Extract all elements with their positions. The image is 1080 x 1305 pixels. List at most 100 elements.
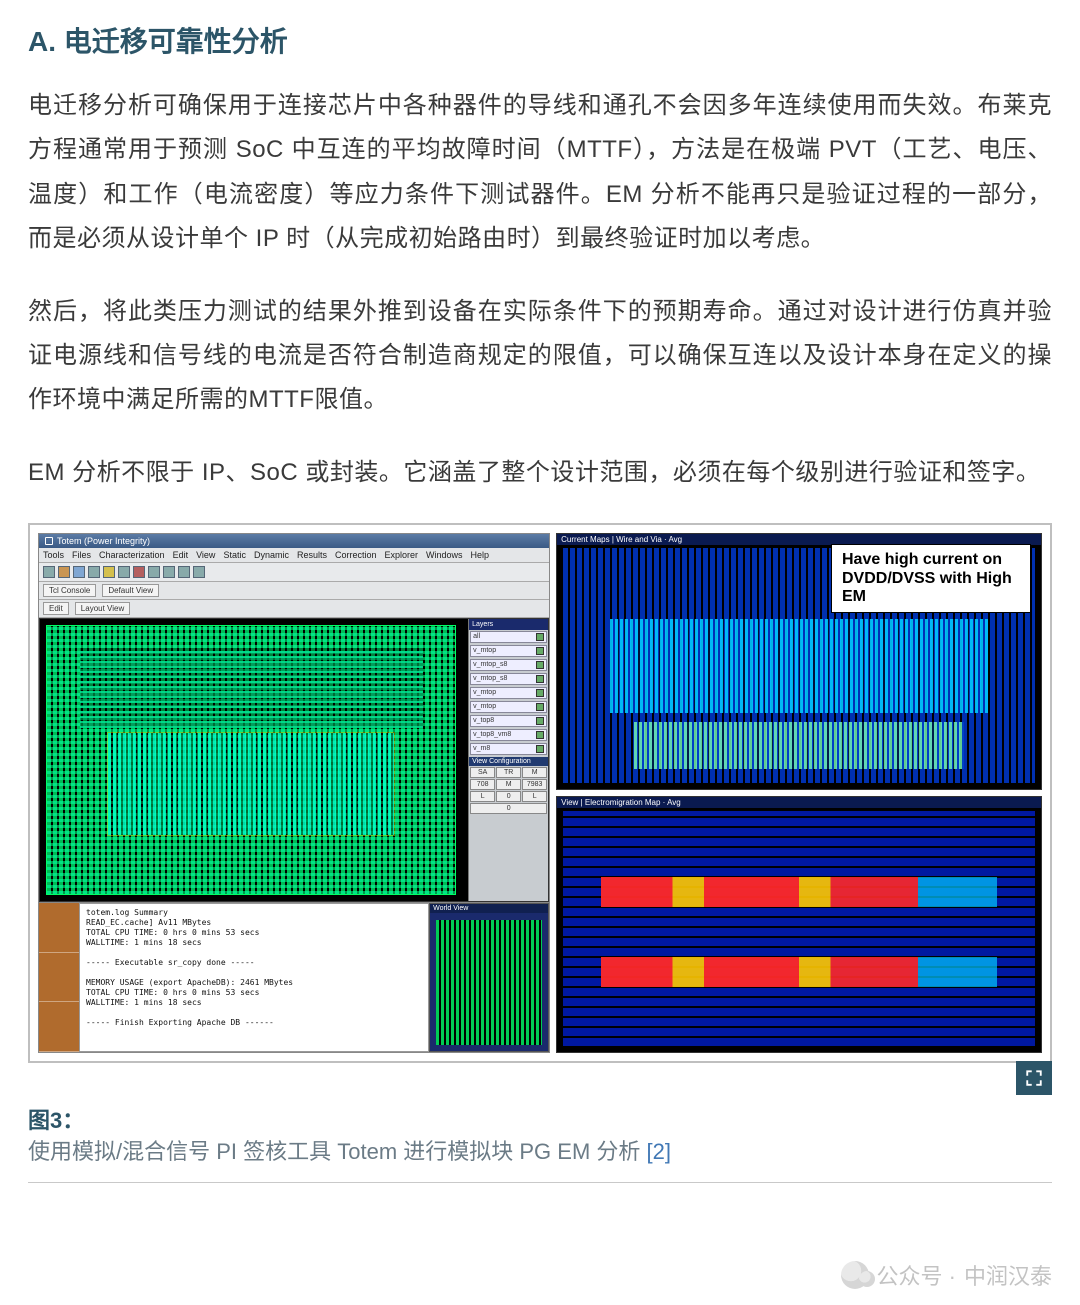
layers-header: Layers (469, 619, 548, 630)
layer-row[interactable]: v_top8 (470, 715, 547, 727)
toolbar-icon[interactable] (58, 566, 70, 578)
menu-item[interactable]: Tools (43, 550, 64, 560)
layer-swatch-icon (536, 633, 544, 641)
fullscreen-icon[interactable] (1016, 1061, 1052, 1095)
world-view-panel: World View (429, 903, 549, 1052)
side-tab[interactable] (39, 1002, 79, 1052)
console-side-tabs (39, 903, 79, 1052)
em-high-band (601, 877, 997, 907)
menu-item[interactable]: Explorer (385, 550, 419, 560)
layer-row[interactable]: v_m8 (470, 743, 547, 755)
layer-row[interactable]: v_mtop (470, 687, 547, 699)
app-menubar[interactable]: Tools Files Characterization Edit View S… (39, 548, 549, 563)
toolbar-icon[interactable] (73, 566, 85, 578)
tab[interactable]: Default View (102, 584, 159, 597)
window-control-icon (45, 537, 53, 545)
layer-row[interactable]: all (470, 631, 547, 643)
config-button[interactable]: L (470, 791, 495, 802)
caption-label: 图3： (28, 1103, 1052, 1135)
config-button[interactable]: 708 (470, 779, 495, 790)
config-button[interactable]: L (522, 791, 547, 802)
layer-swatch-icon (536, 675, 544, 683)
menu-item[interactable]: Files (72, 550, 91, 560)
toolbar-icon[interactable] (103, 566, 115, 578)
menu-item[interactable]: Edit (173, 550, 189, 560)
current-map-panel: Current Maps | Wire and Via · Avg Have h… (556, 533, 1042, 790)
config-button[interactable]: 0 (470, 803, 547, 814)
chip-routing-render (46, 625, 456, 895)
tab[interactable]: Tcl Console (43, 584, 96, 597)
caption-desc: 使用模拟/混合信号 PI 签核工具 Totem 进行模拟块 PG EM 分析 (28, 1139, 647, 1164)
paragraph-3: EM 分析不限于 IP、SoC 或封装。它涵盖了整个设计范围，必须在每个级别进行… (28, 451, 1052, 495)
console-output: totem.log Summary READ_EC.cache] Av11 MB… (79, 903, 429, 1052)
em-map-panel: View | Electromigration Map · Avg (556, 796, 1042, 1053)
caption-text: 使用模拟/混合信号 PI 签核工具 Totem 进行模拟块 PG EM 分析 [… (28, 1135, 1052, 1168)
config-button[interactable]: 7983 (522, 779, 547, 790)
layer-swatch-icon (536, 689, 544, 697)
panel-title: View | Electromigration Map · Avg (557, 797, 1041, 808)
toolbar-icon[interactable] (43, 566, 55, 578)
eda-app-window: Totem (Power Integrity) Tools Files Char… (38, 533, 550, 1053)
layer-swatch-icon (536, 717, 544, 725)
em-heatmap[interactable] (563, 811, 1035, 1046)
paragraph-1: 电迁移分析可确保用于连接芯片中各种器件的导线和通孔不会因多年连续使用而失效。布莱… (28, 84, 1052, 262)
config-button[interactable]: TR (496, 767, 521, 778)
watermark-prefix: 公众号 · (877, 1259, 956, 1291)
config-button[interactable]: M (522, 767, 547, 778)
analysis-panels: Current Maps | Wire and Via · Avg Have h… (556, 533, 1042, 1053)
console-row: totem.log Summary READ_EC.cache] Av11 MB… (39, 902, 549, 1052)
menu-item[interactable]: Results (297, 550, 327, 560)
app-subtabs: Edit Layout View (39, 600, 549, 618)
menu-item[interactable]: Help (471, 550, 490, 560)
menu-item[interactable]: Correction (335, 550, 377, 560)
side-tab[interactable] (39, 903, 79, 953)
toolbar-icon[interactable] (193, 566, 205, 578)
toolbar-icon[interactable] (163, 566, 175, 578)
toolbar-icon[interactable] (148, 566, 160, 578)
side-tab[interactable] (39, 953, 79, 1003)
layer-row[interactable]: v_mtop_s8 (470, 659, 547, 671)
toolbar-icon[interactable] (88, 566, 100, 578)
wechat-icon (841, 1261, 869, 1289)
config-button[interactable]: SA (470, 767, 495, 778)
toolbar-icon[interactable] (133, 566, 145, 578)
toolbar-icon[interactable] (178, 566, 190, 578)
section-title: A. 电迁移可靠性分析 (28, 20, 1052, 60)
world-view-label: World View (430, 904, 548, 913)
menu-item[interactable]: Windows (426, 550, 463, 560)
layers-panel: Layers all v_mtop v_mtop_s8 v_mtop_s8 v_… (468, 619, 548, 901)
layer-row[interactable]: v_mtop (470, 701, 547, 713)
menu-item[interactable]: View (196, 550, 215, 560)
layer-row[interactable]: v_mtop_s8 (470, 673, 547, 685)
layer-swatch-icon (536, 647, 544, 655)
figure-container: Totem (Power Integrity) Tools Files Char… (28, 523, 1052, 1063)
menu-item[interactable]: Static (223, 550, 246, 560)
view-config-buttons: SA TR M 708 M 7983 L 0 L 0 (469, 766, 548, 815)
menu-item[interactable]: Characterization (99, 550, 165, 560)
wechat-watermark: 公众号 · 中润汉泰 (841, 1259, 1052, 1291)
window-title-text: Totem (Power Integrity) (57, 536, 150, 546)
layout-work-area: Layers all v_mtop v_mtop_s8 v_mtop_s8 v_… (39, 618, 549, 902)
chip-layout-canvas[interactable] (40, 619, 468, 901)
reference-link[interactable]: [2] (647, 1139, 671, 1164)
em-callout-box: Have high current on DVDD/DVSS with High… (831, 544, 1031, 613)
world-view-thumb[interactable] (436, 920, 542, 1045)
window-titlebar: Totem (Power Integrity) (39, 534, 549, 548)
watermark-name: 中润汉泰 (964, 1259, 1052, 1291)
layer-swatch-icon (536, 661, 544, 669)
config-button[interactable]: 0 (496, 791, 521, 802)
menu-item[interactable]: Dynamic (254, 550, 289, 560)
em-high-band (601, 957, 997, 987)
layer-swatch-icon (536, 731, 544, 739)
paragraph-2: 然后，将此类压力测试的结果外推到设备在实际条件下的预期寿命。通过对设计进行仿真并… (28, 290, 1052, 423)
app-toolbar[interactable] (39, 563, 549, 582)
app-tabs: Tcl Console Default View (39, 582, 549, 600)
layer-swatch-icon (536, 745, 544, 753)
config-button[interactable]: M (496, 779, 521, 790)
toolbar-icon[interactable] (118, 566, 130, 578)
layer-row[interactable]: v_top8_vm8 (470, 729, 547, 741)
layer-row[interactable]: v_mtop (470, 645, 547, 657)
figure-caption: 图3： 使用模拟/混合信号 PI 签核工具 Totem 进行模拟块 PG EM … (28, 1103, 1052, 1183)
tab[interactable]: Layout View (75, 602, 130, 615)
tab[interactable]: Edit (43, 602, 69, 615)
